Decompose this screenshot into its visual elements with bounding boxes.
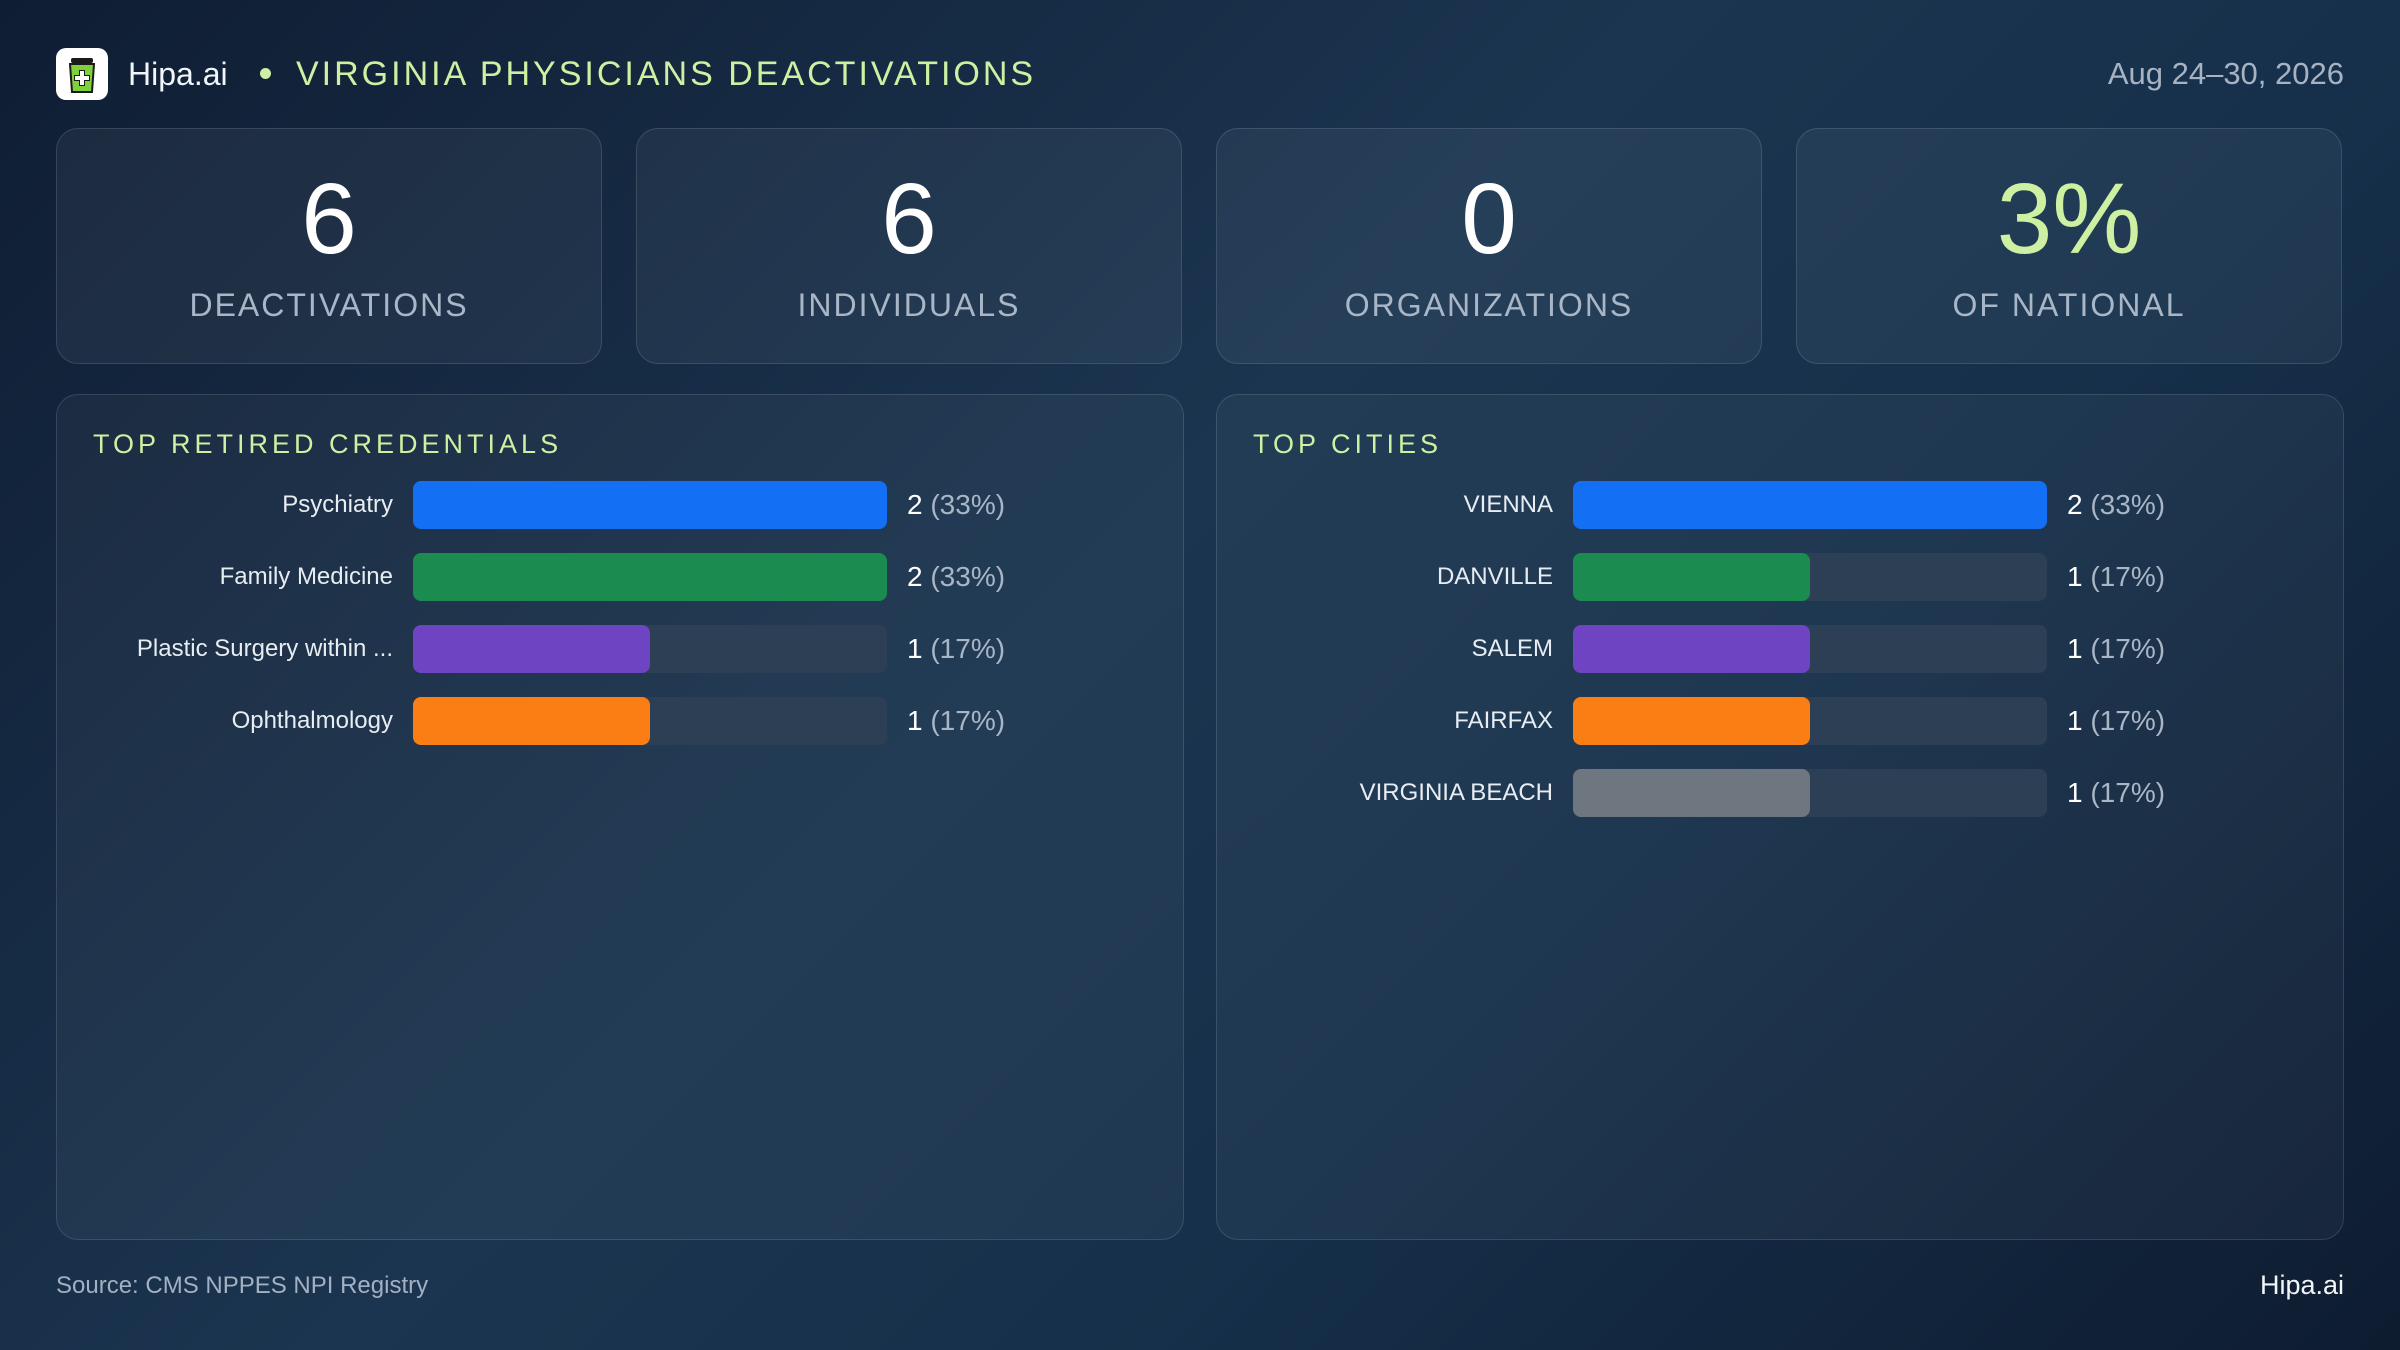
bar-track <box>1573 697 2047 745</box>
bar-row: VIRGINIA BEACH 1 (17%) <box>1217 769 2343 817</box>
bar-row: SALEM 1 (17%) <box>1217 625 2343 673</box>
stat-card-individuals: 6 INDIVIDUALS <box>636 128 1182 364</box>
bar-count: 1 <box>2067 633 2083 664</box>
bar <box>1573 625 1810 673</box>
stat-card-organizations: 0 ORGANIZATIONS <box>1216 128 1762 364</box>
bar-label: Plastic Surgery within ... <box>136 635 393 662</box>
bar-value-label: 1 (17%) <box>2067 777 2165 809</box>
bar-percent: (17%) <box>2090 561 2166 592</box>
app-logo <box>56 48 108 100</box>
bar <box>413 625 650 673</box>
bar <box>413 697 650 745</box>
brand-name: Hipa.ai <box>128 56 228 92</box>
stat-label: ORGANIZATIONS <box>1344 287 1634 323</box>
bar-label: VIRGINIA BEACH <box>1359 779 1553 806</box>
panel-title: TOP RETIRED CREDENTIALS <box>93 429 563 459</box>
stat-value: 0 <box>1461 163 1517 275</box>
bar-percent: (33%) <box>930 489 1006 520</box>
bar <box>1573 481 2047 529</box>
bar-track <box>413 553 887 601</box>
source-note: Source: CMS NPPES NPI Registry <box>56 1272 429 1299</box>
bar-label: Ophthalmology <box>231 707 393 734</box>
bar <box>413 553 887 601</box>
bar-track <box>1573 481 2047 529</box>
stat-value: 6 <box>881 163 937 275</box>
bar-label: VIENNA <box>1463 491 1553 518</box>
stat-value: 3% <box>1996 163 2142 275</box>
page-title: VIRGINIA PHYSICIANS DEACTIVATIONS <box>296 55 1037 93</box>
bar-track <box>413 697 887 745</box>
bar-track <box>413 481 887 529</box>
bar-label: DANVILLE <box>1436 563 1553 590</box>
bar <box>413 481 887 529</box>
stat-label: OF NATIONAL <box>1952 287 2186 323</box>
bar-value-label: 2 (33%) <box>2067 489 2165 521</box>
bar-row: Plastic Surgery within ... 1 (17%) <box>57 625 1183 673</box>
bar-track <box>1573 625 2047 673</box>
stat-card-deactivations: 6 DEACTIVATIONS <box>56 128 602 364</box>
bar-value-label: 1 (17%) <box>2067 705 2165 737</box>
bar-percent: (17%) <box>930 633 1006 664</box>
bar-track <box>413 625 887 673</box>
bar-count: 1 <box>2067 561 2083 592</box>
stat-label: DEACTIVATIONS <box>189 287 469 323</box>
bar <box>1573 697 1810 745</box>
bar-track <box>1573 769 2047 817</box>
bar-count: 2 <box>907 489 923 520</box>
cities-panel: TOP CITIES VIENNA 2 (33%) DANVILLE 1 (17%) S… <box>1216 394 2344 1240</box>
bar-value-label: 1 (17%) <box>907 705 1005 737</box>
bar-value-label: 1 (17%) <box>2067 633 2165 665</box>
bar-value-label: 1 (17%) <box>907 633 1005 665</box>
bar <box>1573 553 1810 601</box>
bar-count: 1 <box>907 705 923 736</box>
header: Hipa.ai VIRGINIA PHYSICIANS DEACTIVATION… <box>56 46 2344 102</box>
bar-row: Family Medicine 2 (33%) <box>57 553 1183 601</box>
bar-label: Family Medicine <box>219 563 393 590</box>
bar-percent: (17%) <box>2090 777 2166 808</box>
bar-percent: (33%) <box>930 561 1006 592</box>
medical-bag-icon <box>68 58 96 93</box>
bar-count: 1 <box>2067 705 2083 736</box>
bar-count: 1 <box>907 633 923 664</box>
bar-row: VIENNA 2 (33%) <box>1217 481 2343 529</box>
bar-row: FAIRFAX 1 (17%) <box>1217 697 2343 745</box>
bar <box>1573 769 1810 817</box>
bar-row: Ophthalmology 1 (17%) <box>57 697 1183 745</box>
bar-value-label: 2 (33%) <box>907 489 1005 521</box>
stat-card-national-share: 3% OF NATIONAL <box>1796 128 2342 364</box>
bar-count: 2 <box>2067 489 2083 520</box>
stat-label: INDIVIDUALS <box>797 287 1021 323</box>
bar-percent: (17%) <box>2090 705 2166 736</box>
bar-label: Psychiatry <box>282 491 393 518</box>
bar-row: DANVILLE 1 (17%) <box>1217 553 2343 601</box>
bar-count: 1 <box>2067 777 2083 808</box>
stat-value: 6 <box>301 163 357 275</box>
title-separator-dot <box>260 68 271 79</box>
bar-row: Psychiatry 2 (33%) <box>57 481 1183 529</box>
bar-value-label: 2 (33%) <box>907 561 1005 593</box>
panel-title: TOP CITIES <box>1253 429 1443 459</box>
bar-value-label: 1 (17%) <box>2067 561 2165 593</box>
bar-label: FAIRFAX <box>1454 707 1553 734</box>
date-range: Aug 24–30, 2026 <box>2107 56 2344 91</box>
bar-label: SALEM <box>1471 635 1553 662</box>
bar-track <box>1573 553 2047 601</box>
bar-percent: (33%) <box>2090 489 2166 520</box>
credentials-panel: TOP RETIRED CREDENTIALS Psychiatry 2 (33%… <box>56 394 1184 1240</box>
footer-brand: Hipa.ai <box>2259 1270 2344 1300</box>
bar-count: 2 <box>907 561 923 592</box>
bar-percent: (17%) <box>2090 633 2166 664</box>
bar-percent: (17%) <box>930 705 1006 736</box>
